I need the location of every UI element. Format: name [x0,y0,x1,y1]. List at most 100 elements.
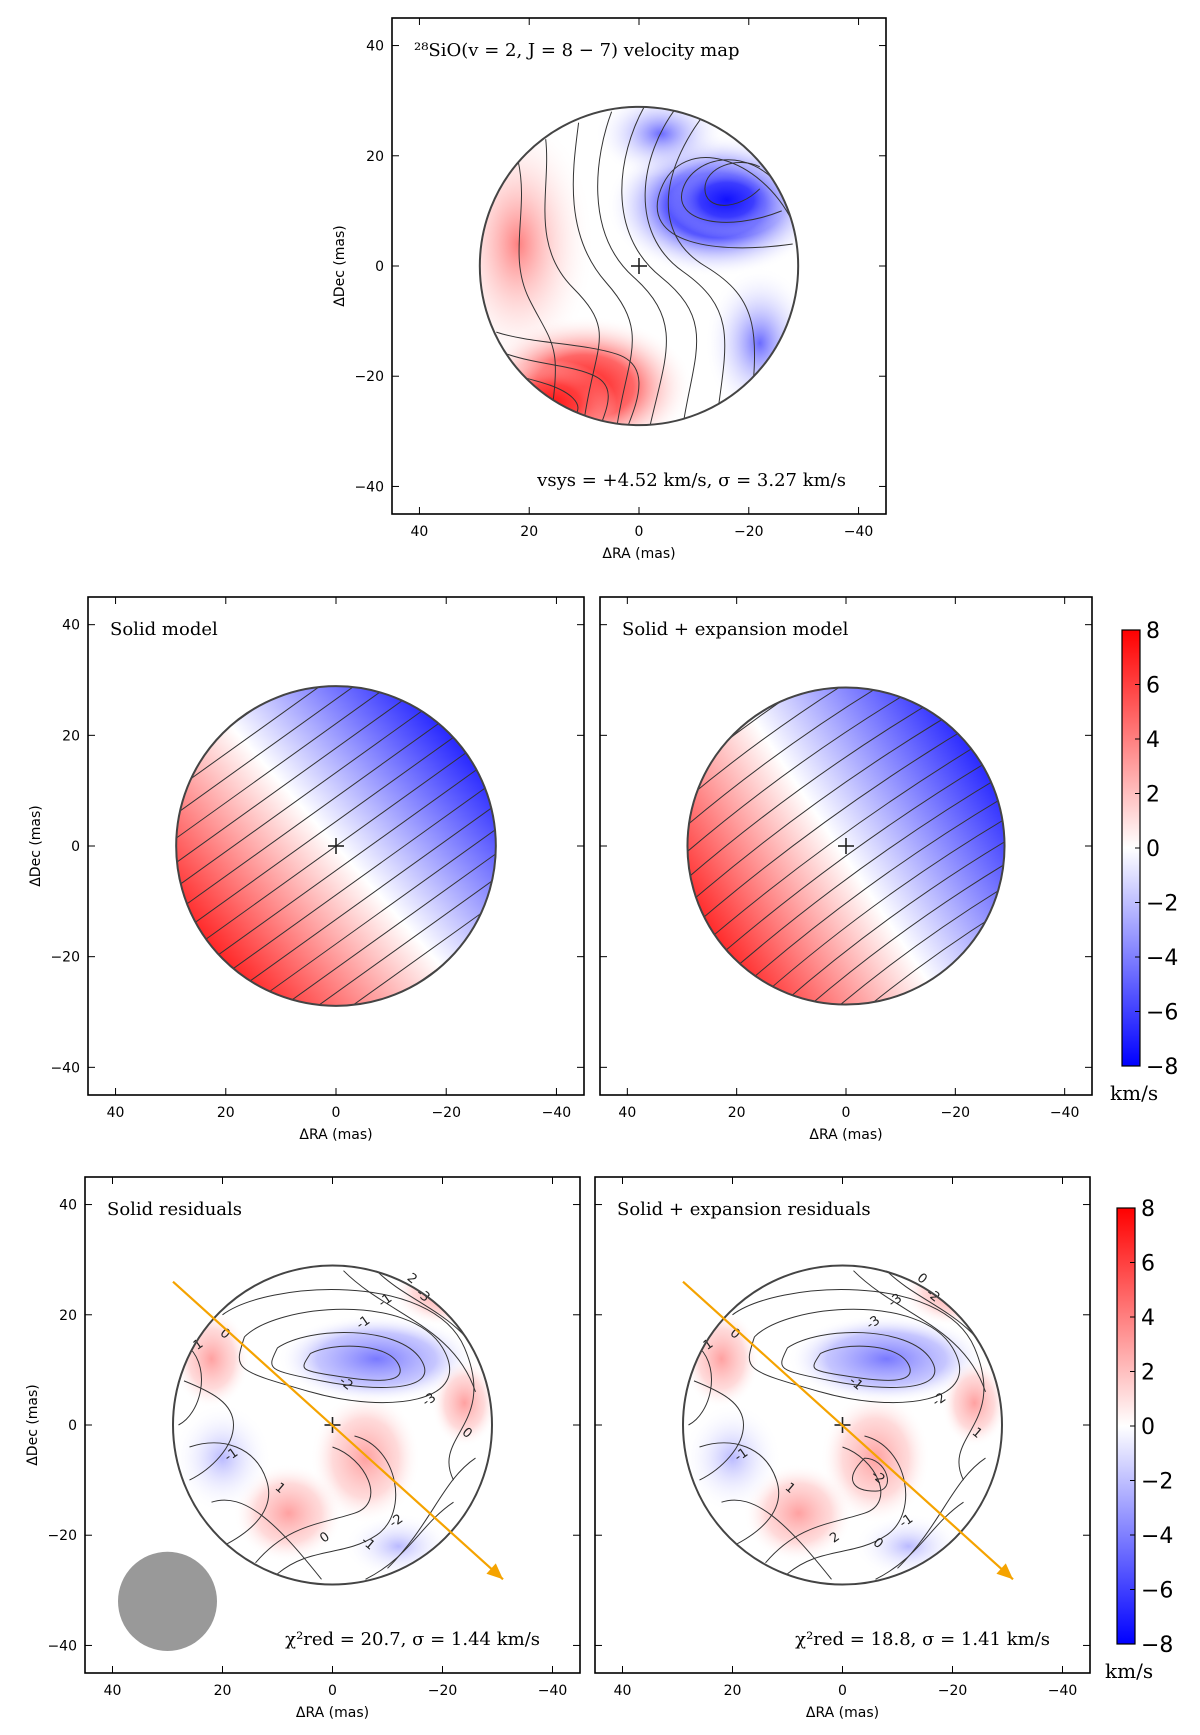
y-tick-label: 40 [62,618,80,634]
x-tick-label: −40 [1048,1683,1078,1699]
residual-contour [875,1501,964,1580]
x-tick-label: −20 [938,1683,968,1699]
y-tick-label: 0 [375,259,384,275]
x-tick-label: 0 [842,1105,851,1121]
model-contour [176,686,447,878]
model-contour [176,686,459,894]
disk-edge [686,686,1006,1006]
blue-lobe-west [704,266,799,421]
velocity-contour [496,331,640,426]
colorbar-tick-label: −4 [1141,1524,1173,1549]
velocity-contour [656,157,794,249]
model-contour [747,830,1005,1005]
panel-title: Solid + expansion model [622,619,849,640]
x-tick-label: 0 [332,1105,341,1121]
residual-contour [277,1435,397,1575]
pa-arrow-shaft [172,1280,504,1581]
disk-edge [172,1264,493,1586]
colorbar-tick-label: 4 [1146,728,1160,753]
model-contour [225,814,496,1006]
residual-blue-lobe-east [173,1402,272,1514]
velocity-contour [644,106,726,426]
x-tick-label: 40 [107,1105,125,1121]
residual-red-lobe-west [431,1358,492,1448]
residual-contour [303,1345,401,1381]
y-tick-label: 40 [366,39,384,55]
model-contour [213,798,496,1006]
model-contour [176,686,436,862]
pa-arrow-head [486,1563,503,1580]
colorbar-tick-label: 0 [1141,1415,1155,1440]
panel-stats: χ²red = 18.8, σ = 1.41 km/s [795,1629,1050,1650]
y-tick-label: 0 [71,839,80,855]
model-contour [687,687,956,878]
velocity-contour [704,162,761,206]
red-core [485,359,618,426]
x-tick-label: 40 [614,1683,632,1699]
y-tick-label: 20 [366,149,384,165]
x-axis-label: ΔRA (mas) [602,546,675,562]
x-tick-label: 40 [104,1683,122,1699]
velocity-contour [544,139,600,421]
residual-contour [699,1442,780,1547]
beam-ellipse [118,1551,217,1651]
residual-contour [688,1347,712,1426]
y-tick-label: −20 [50,950,80,966]
y-tick-label: 0 [68,1418,77,1434]
residual-contour [693,1380,745,1481]
colorbar-tick-label: 0 [1146,837,1160,862]
model-contour [759,846,1005,1005]
residual-contour [852,1457,888,1492]
residual-contour [238,1308,450,1404]
x-tick-label: 0 [635,524,644,540]
velocity-contour [517,161,556,415]
colorbar-1: 8 6 4 2 0 −2 −4 −6 −8km/s [1110,619,1178,1105]
residual-contour [189,1442,270,1547]
residual-contour [732,1289,985,1481]
y-tick-label: −40 [50,1060,80,1076]
colorbar-unit: km/s [1110,1081,1158,1105]
blue-lobe-north [595,106,727,178]
x-tick-label: 20 [217,1105,235,1121]
y-tick-label: 40 [59,1198,77,1214]
x-axis-label: ΔRA (mas) [299,1127,372,1143]
panel-title: ²⁸SiO(v = 2, J = 8 − 7) velocity map [414,40,740,61]
velocity-contour [507,353,609,426]
pa-arrow-shaft [682,1280,1014,1581]
y-axis-label: ΔDec (mas) [25,1384,41,1466]
residual-blue-lobe [787,1314,986,1403]
panel-stats: χ²red = 20.7, σ = 1.44 km/s [285,1629,540,1650]
velocity-contour [667,106,756,426]
model-contour [179,749,496,1006]
model-contour [236,830,496,1006]
residual-contour [365,1501,454,1580]
panel-solid-model: 40 20 0 −20 −40 40 20 0 −20 −40 ΔRA (mas) ΔDec (mas… [28,596,585,1143]
residual-blue-lobe-east [683,1402,782,1514]
colorbar-tick-label: −6 [1141,1579,1173,1604]
x-tick-label: −20 [941,1105,971,1121]
panel-title: Solid residuals [107,1199,242,1220]
model-contour [724,798,1005,1005]
residual-contour [813,1345,911,1381]
panel-title: Solid + expansion residuals [617,1199,871,1220]
panel-observed: 40 20 0 −20 −40 40 20 0 −20 −40 ΔRA (mas) ΔDec (mas… [332,17,887,562]
x-tick-label: −20 [734,524,764,540]
x-tick-label: 20 [214,1683,232,1699]
x-tick-label: 20 [520,524,538,540]
residual-contour [721,1499,832,1580]
model-contour [176,733,496,992]
colorbar-tick-label: −2 [1146,892,1178,917]
residual-contour [781,1331,936,1388]
model-contour [176,700,496,959]
y-tick-label: −20 [47,1528,77,1544]
panels-layer: 40 20 0 −20 −40 40 20 0 −20 −40 ΔRA (mas) ΔDec (mas… [25,17,1093,1721]
x-tick-label: −20 [428,1683,458,1699]
colorbar-tick-label: 8 [1146,619,1160,644]
y-tick-label: −40 [47,1638,77,1654]
model-contour [687,687,945,862]
model-contour [687,687,979,911]
x-tick-label: 0 [838,1683,847,1699]
residual-blue-lobe [277,1314,476,1403]
